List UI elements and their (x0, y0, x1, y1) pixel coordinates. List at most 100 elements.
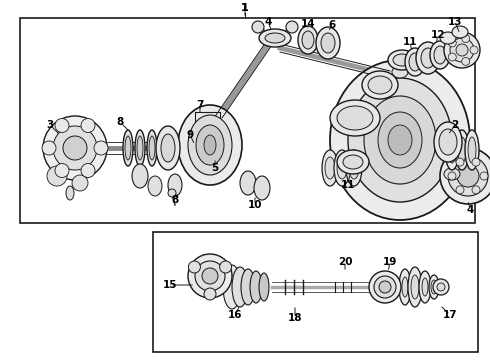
Ellipse shape (431, 280, 437, 294)
Ellipse shape (337, 150, 369, 174)
Ellipse shape (156, 126, 180, 170)
Circle shape (43, 116, 107, 180)
Ellipse shape (337, 106, 373, 130)
Ellipse shape (204, 135, 216, 155)
Circle shape (456, 158, 464, 166)
Circle shape (379, 281, 391, 293)
Circle shape (457, 165, 479, 187)
Circle shape (448, 53, 456, 61)
Ellipse shape (440, 32, 456, 44)
Circle shape (369, 271, 401, 303)
Ellipse shape (188, 115, 232, 175)
Circle shape (168, 189, 176, 197)
Ellipse shape (346, 150, 362, 186)
Circle shape (188, 254, 232, 298)
Ellipse shape (388, 125, 412, 155)
Ellipse shape (148, 176, 162, 196)
Ellipse shape (433, 279, 449, 295)
Circle shape (189, 261, 200, 273)
Text: 18: 18 (288, 313, 302, 323)
Text: 14: 14 (301, 19, 315, 29)
Text: 15: 15 (163, 280, 177, 290)
Ellipse shape (378, 112, 422, 168)
Text: 1: 1 (241, 3, 249, 13)
Ellipse shape (468, 137, 476, 163)
Text: 8: 8 (172, 195, 179, 205)
Text: 6: 6 (328, 20, 336, 30)
Ellipse shape (455, 130, 469, 170)
Circle shape (53, 126, 97, 170)
Ellipse shape (316, 27, 340, 59)
Ellipse shape (364, 96, 436, 184)
Circle shape (81, 163, 95, 177)
Bar (20, 18, 475, 223)
Text: 3: 3 (47, 120, 53, 130)
Text: 19: 19 (383, 257, 397, 267)
Ellipse shape (393, 54, 411, 66)
Bar (153, 232, 478, 352)
Circle shape (448, 172, 456, 180)
Circle shape (72, 175, 88, 191)
Circle shape (202, 268, 218, 284)
Circle shape (440, 148, 490, 204)
Ellipse shape (125, 136, 131, 160)
Text: 9: 9 (186, 130, 194, 140)
Ellipse shape (330, 60, 470, 220)
Text: 11: 11 (403, 37, 417, 47)
Circle shape (480, 172, 488, 180)
Ellipse shape (422, 278, 428, 296)
Circle shape (55, 118, 69, 132)
Text: 5: 5 (211, 163, 219, 173)
Ellipse shape (429, 275, 439, 299)
Ellipse shape (321, 33, 335, 53)
Ellipse shape (437, 283, 445, 291)
Ellipse shape (349, 157, 359, 179)
Ellipse shape (132, 164, 148, 188)
Ellipse shape (302, 31, 314, 49)
Ellipse shape (434, 46, 446, 64)
Ellipse shape (259, 273, 269, 301)
Ellipse shape (368, 76, 392, 94)
Ellipse shape (334, 150, 350, 186)
Ellipse shape (147, 130, 157, 166)
Circle shape (444, 32, 480, 68)
Ellipse shape (430, 41, 450, 69)
Ellipse shape (399, 269, 411, 305)
Circle shape (448, 156, 488, 196)
Ellipse shape (161, 134, 175, 162)
Text: 4: 4 (466, 205, 474, 215)
Ellipse shape (137, 136, 143, 160)
Circle shape (63, 136, 87, 160)
Ellipse shape (452, 26, 468, 38)
Ellipse shape (405, 48, 425, 76)
Text: 20: 20 (338, 257, 352, 267)
Text: 1: 1 (241, 3, 249, 13)
Circle shape (448, 39, 456, 47)
Circle shape (374, 276, 396, 298)
Circle shape (55, 163, 69, 177)
Text: 2: 2 (451, 120, 459, 130)
Ellipse shape (439, 129, 457, 155)
Text: 12: 12 (431, 30, 445, 40)
Ellipse shape (322, 150, 338, 186)
Circle shape (47, 166, 67, 186)
Ellipse shape (434, 122, 462, 162)
Ellipse shape (421, 48, 435, 68)
Ellipse shape (411, 275, 419, 299)
Text: 10: 10 (248, 200, 262, 210)
Ellipse shape (149, 136, 155, 160)
Ellipse shape (409, 53, 421, 71)
Ellipse shape (445, 130, 459, 170)
Ellipse shape (325, 157, 335, 179)
Circle shape (42, 141, 56, 155)
Ellipse shape (241, 269, 255, 305)
Ellipse shape (265, 33, 285, 43)
Ellipse shape (465, 130, 479, 170)
Circle shape (220, 261, 232, 273)
Circle shape (456, 186, 464, 194)
Ellipse shape (123, 130, 133, 166)
Circle shape (462, 35, 470, 42)
Ellipse shape (168, 174, 182, 196)
Text: 16: 16 (228, 310, 242, 320)
Ellipse shape (402, 277, 408, 297)
